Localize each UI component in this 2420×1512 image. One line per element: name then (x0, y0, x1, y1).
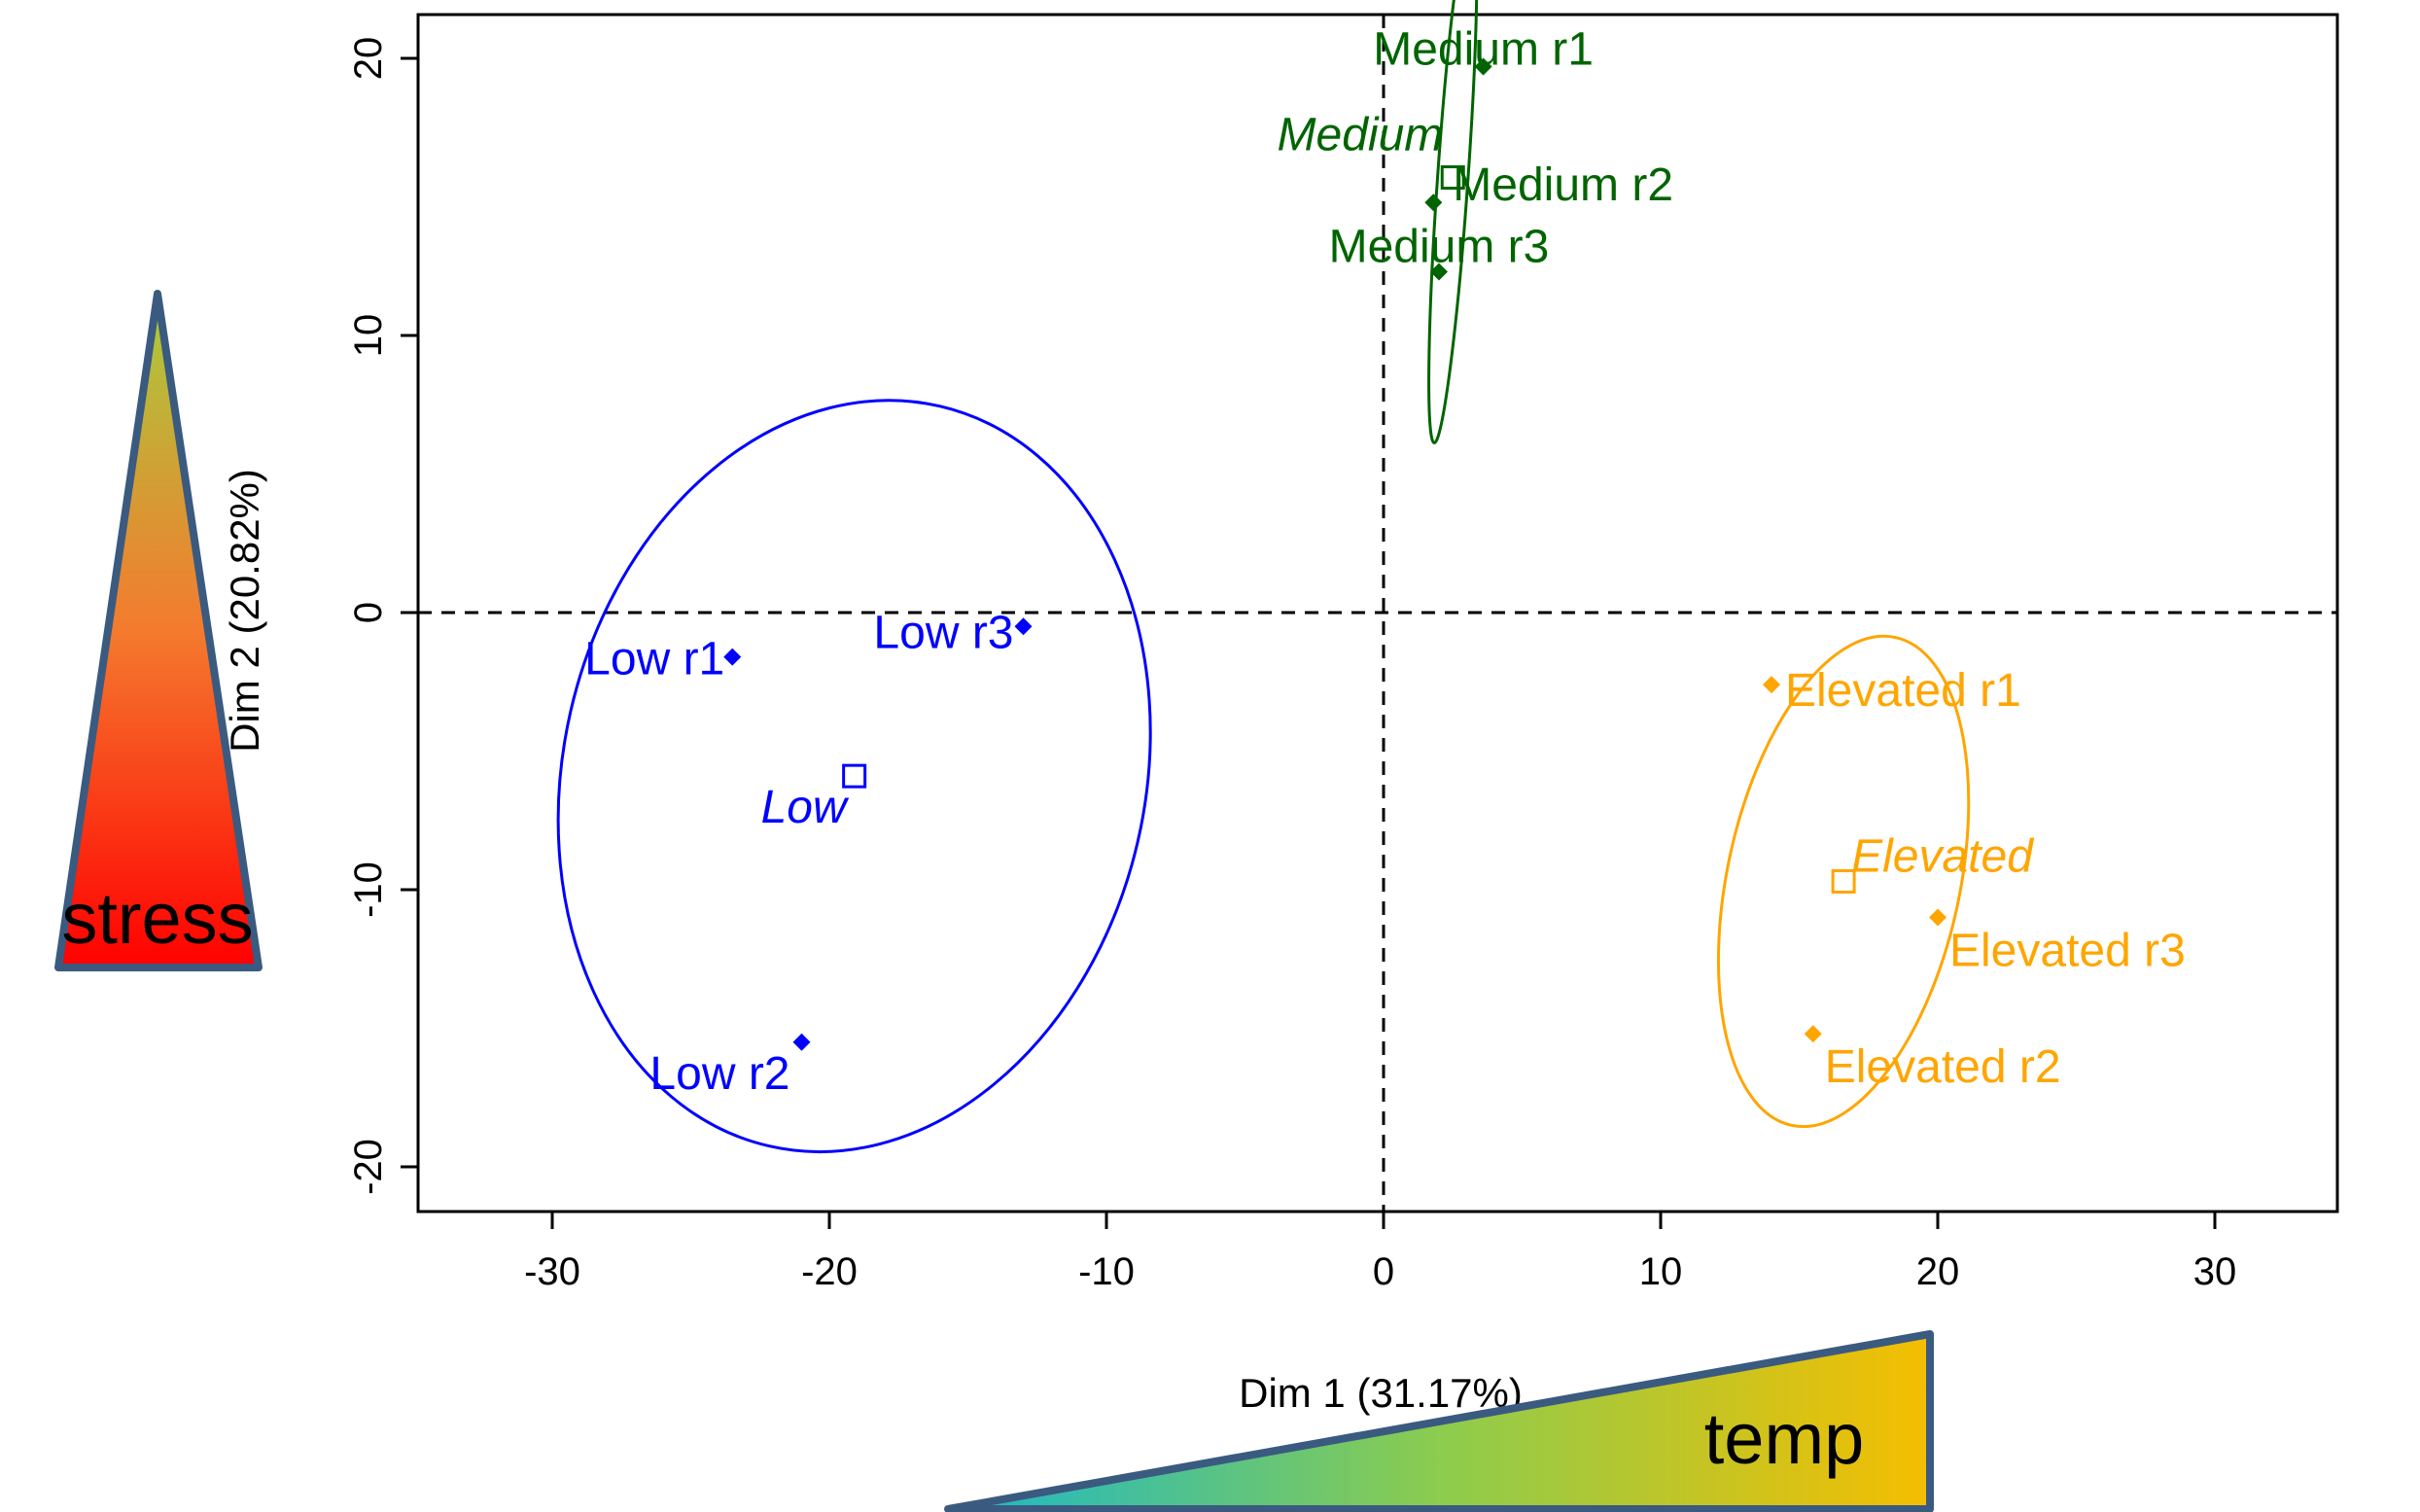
stress-triangle (54, 290, 263, 971)
data-point (1763, 676, 1780, 694)
data-point (792, 1033, 811, 1051)
point-label: Elevated r1 (1785, 665, 2021, 717)
y-tick-label: 0 (347, 602, 390, 623)
data-point (723, 648, 742, 666)
stress-label: stress (61, 878, 253, 959)
centroid-marker (1440, 165, 1465, 191)
group-low: Low Low r1 Low r2 Low r3 (556, 399, 1152, 1154)
data-point (1424, 193, 1443, 212)
x-tick-label: 0 (1373, 1250, 1394, 1293)
y-axis: -20 -10 0 10 20 (347, 37, 420, 1195)
x-axis-title: Dim 1 (31.17%) (1239, 1370, 1523, 1416)
data-point (1430, 263, 1448, 281)
centroid-label: Elevated (1851, 830, 2034, 882)
point-label: Medium r1 (1373, 24, 1594, 76)
centroid-marker (1831, 868, 1856, 894)
point-label: Low r2 (649, 1048, 789, 1100)
x-tick-label: -30 (524, 1250, 580, 1293)
x-axis: -30 -20 -10 0 10 20 30 (524, 1210, 2237, 1293)
y-tick-label: 20 (347, 37, 390, 81)
x-tick-label: 10 (1639, 1250, 1683, 1293)
x-tick-label: 20 (1916, 1250, 1960, 1293)
confidence-ellipse (1716, 634, 1971, 1129)
y-tick-label: 10 (347, 314, 390, 358)
y-tick-label: -20 (347, 1139, 390, 1195)
data-point (1014, 617, 1033, 636)
point-label: Medium r2 (1453, 159, 1673, 211)
point-label: Low r3 (873, 607, 1013, 658)
point-label: Elevated r2 (1825, 1041, 2061, 1093)
group-elevated: Elevated Elevated r1 Elevated r2 Elevated r… (1716, 634, 2186, 1129)
data-point (1474, 57, 1492, 76)
centroid-marker (842, 763, 867, 789)
x-tick-label: -20 (801, 1250, 858, 1293)
y-axis-title: Dim 2 (20.82%) (222, 469, 267, 753)
point-label: Low r1 (584, 634, 724, 686)
x-tick-label: 30 (2193, 1250, 2237, 1293)
confidence-ellipse (556, 399, 1152, 1154)
temp-annotation: temp (944, 1330, 1934, 1512)
group-medium: Medium Medium r1 Medium r2 Medium r3 (1278, 0, 1673, 444)
temp-label: temp (1704, 1398, 1865, 1479)
data-point (1804, 1025, 1822, 1043)
confidence-ellipse (1427, 0, 1479, 444)
data-point (1929, 908, 1947, 927)
y-tick-label: -10 (347, 861, 390, 918)
stress-annotation: stress (54, 290, 263, 971)
temp-triangle (944, 1330, 1934, 1512)
centroid-label: Low (761, 782, 850, 833)
point-label: Elevated r3 (1949, 926, 2186, 977)
x-tick-label: -10 (1078, 1250, 1135, 1293)
point-label: Medium r3 (1329, 221, 1550, 272)
centroid-label: Medium (1278, 110, 1444, 161)
